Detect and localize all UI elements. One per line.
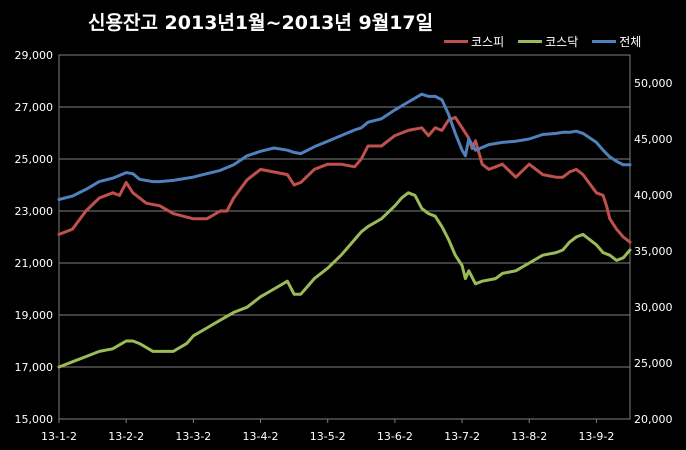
chart-title: 신용잔고 2013년1월~2013년 9월17일: [88, 12, 434, 34]
right-tick-label: 45,000: [634, 133, 673, 146]
legend-item-total: 전체: [592, 33, 641, 50]
series-line-0: [57, 115, 632, 244]
left-tick-label: 21,000: [15, 257, 54, 270]
x-tick-label: 13-3-2: [175, 430, 211, 443]
series-layer: [57, 92, 632, 369]
x-tick-label: 13-4-2: [243, 430, 279, 443]
x-tick-label: 13-9-2: [578, 430, 614, 443]
legend: 코스피 코스닥 전체: [444, 33, 641, 50]
left-tick-label: 29,000: [15, 49, 54, 62]
right-tick-label: 35,000: [634, 245, 673, 258]
legend-item-kosdaq: 코스닥: [518, 33, 578, 50]
right-axis: 20,000 25,000 30,000 35,000 40,000 45,000 50,0…: [634, 77, 673, 426]
x-axis: 13-1-2 13-2-2 13-3-2 13-4-2 13-5-2 13-6-2 13-7…: [41, 419, 614, 443]
x-tick-label: 13-5-2: [310, 430, 346, 443]
legend-swatch-kosdaq: [518, 40, 543, 43]
right-tick-label: 40,000: [634, 189, 673, 202]
right-tick-label: 25,000: [634, 357, 673, 370]
left-tick-label: 19,000: [15, 309, 54, 322]
x-tick-label: 13-6-2: [377, 430, 413, 443]
x-tick-label: 13-1-2: [41, 430, 77, 443]
right-tick-label: 20,000: [634, 413, 673, 426]
x-tick-label: 13-2-2: [108, 430, 144, 443]
plot-area: [58, 54, 631, 420]
x-tick-label: 13-8-2: [511, 430, 547, 443]
left-tick-label: 15,000: [15, 413, 54, 426]
legend-label-total: 전체: [619, 35, 642, 49]
right-tick-label: 50,000: [634, 77, 673, 90]
legend-item-kospi: 코스피: [444, 33, 504, 50]
left-tick-label: 23,000: [15, 205, 54, 218]
legend-swatch-total: [592, 40, 617, 43]
legend-label-kospi: 코스피: [471, 35, 505, 49]
left-tick-label: 27,000: [15, 101, 54, 114]
legend-label-kosdaq: 코스닥: [545, 35, 579, 49]
left-tick-label: 17,000: [15, 361, 54, 374]
left-axis: 15,000 17,000 19,000 21,000 23,000 25,000 27,0…: [15, 49, 54, 426]
series-line-1: [57, 191, 632, 369]
series-line-2: [57, 92, 632, 201]
left-tick-label: 25,000: [15, 153, 54, 166]
right-tick-label: 30,000: [634, 301, 673, 314]
x-tick-label: 13-7-2: [444, 430, 480, 443]
grid-layer: [59, 106, 630, 368]
legend-swatch-kospi: [444, 40, 468, 43]
